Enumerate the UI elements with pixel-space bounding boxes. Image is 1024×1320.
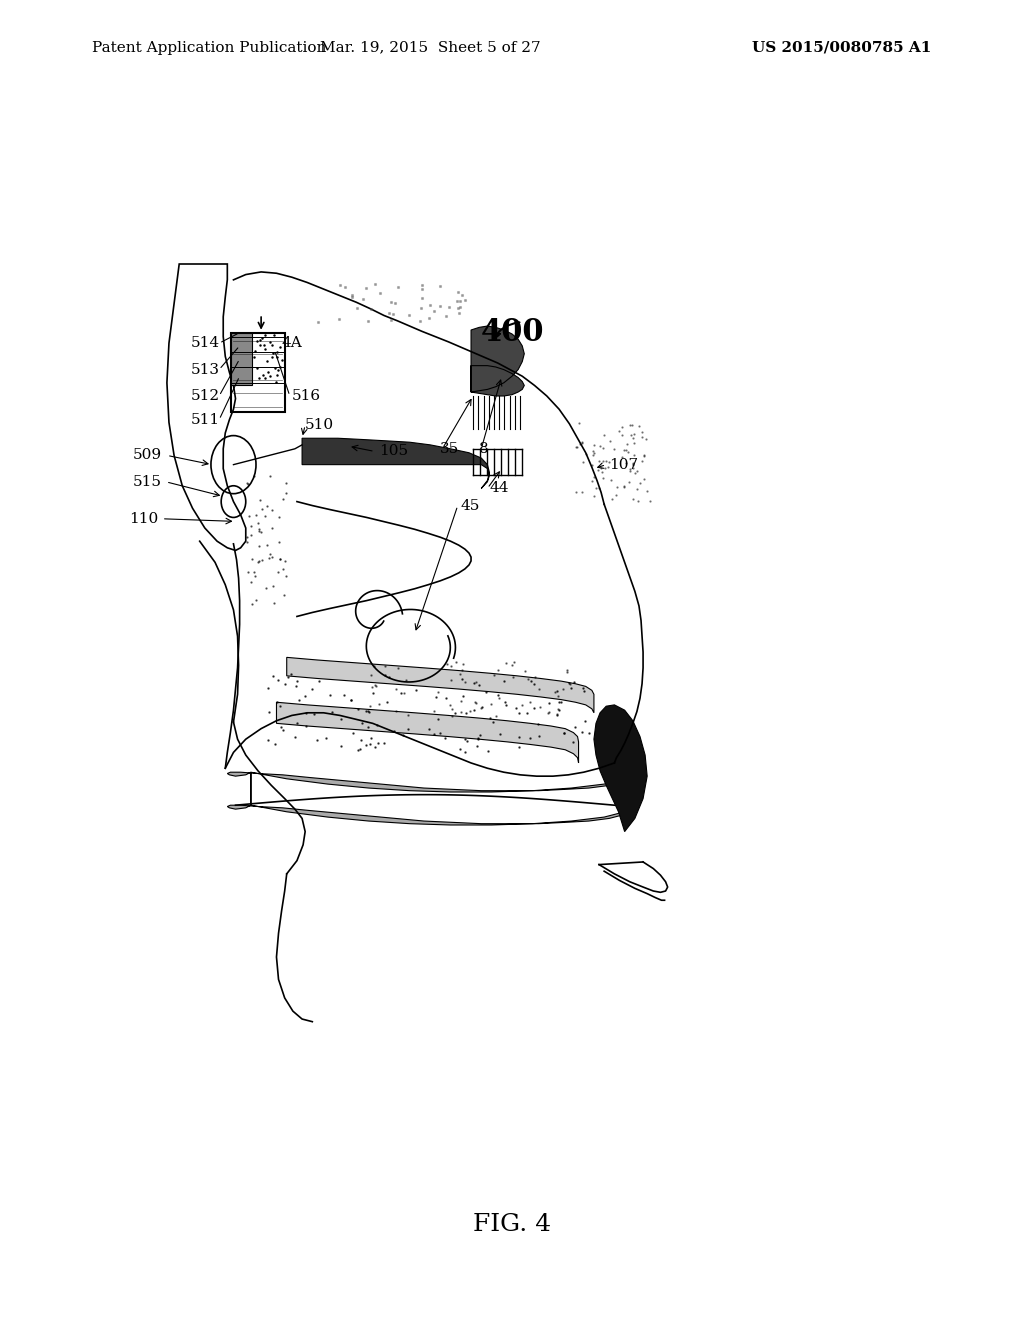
Text: 400: 400 xyxy=(480,317,544,348)
Text: 516: 516 xyxy=(292,389,321,403)
FancyBboxPatch shape xyxy=(231,333,252,385)
Text: Patent Application Publication: Patent Application Publication xyxy=(92,41,327,54)
Text: 4A: 4A xyxy=(282,337,302,350)
Text: 511: 511 xyxy=(191,413,220,426)
Text: 513: 513 xyxy=(191,363,220,376)
Text: 44: 44 xyxy=(489,482,509,495)
Polygon shape xyxy=(594,705,647,832)
Text: 8: 8 xyxy=(479,442,488,455)
Text: 35: 35 xyxy=(440,442,460,455)
Polygon shape xyxy=(276,702,579,763)
Polygon shape xyxy=(227,766,637,825)
Polygon shape xyxy=(287,657,594,713)
Polygon shape xyxy=(471,326,524,396)
Text: 514: 514 xyxy=(191,337,220,350)
Text: 512: 512 xyxy=(191,389,220,403)
Text: 105: 105 xyxy=(379,445,408,458)
Text: FIG. 4: FIG. 4 xyxy=(473,1213,551,1237)
Text: 110: 110 xyxy=(129,512,159,525)
Text: US 2015/0080785 A1: US 2015/0080785 A1 xyxy=(753,41,932,54)
Text: 509: 509 xyxy=(133,449,162,462)
Text: 510: 510 xyxy=(305,418,334,432)
Polygon shape xyxy=(302,438,489,488)
Text: 515: 515 xyxy=(133,475,162,488)
Text: 107: 107 xyxy=(609,458,638,471)
Text: 45: 45 xyxy=(461,499,480,512)
Text: Mar. 19, 2015  Sheet 5 of 27: Mar. 19, 2015 Sheet 5 of 27 xyxy=(319,41,541,54)
